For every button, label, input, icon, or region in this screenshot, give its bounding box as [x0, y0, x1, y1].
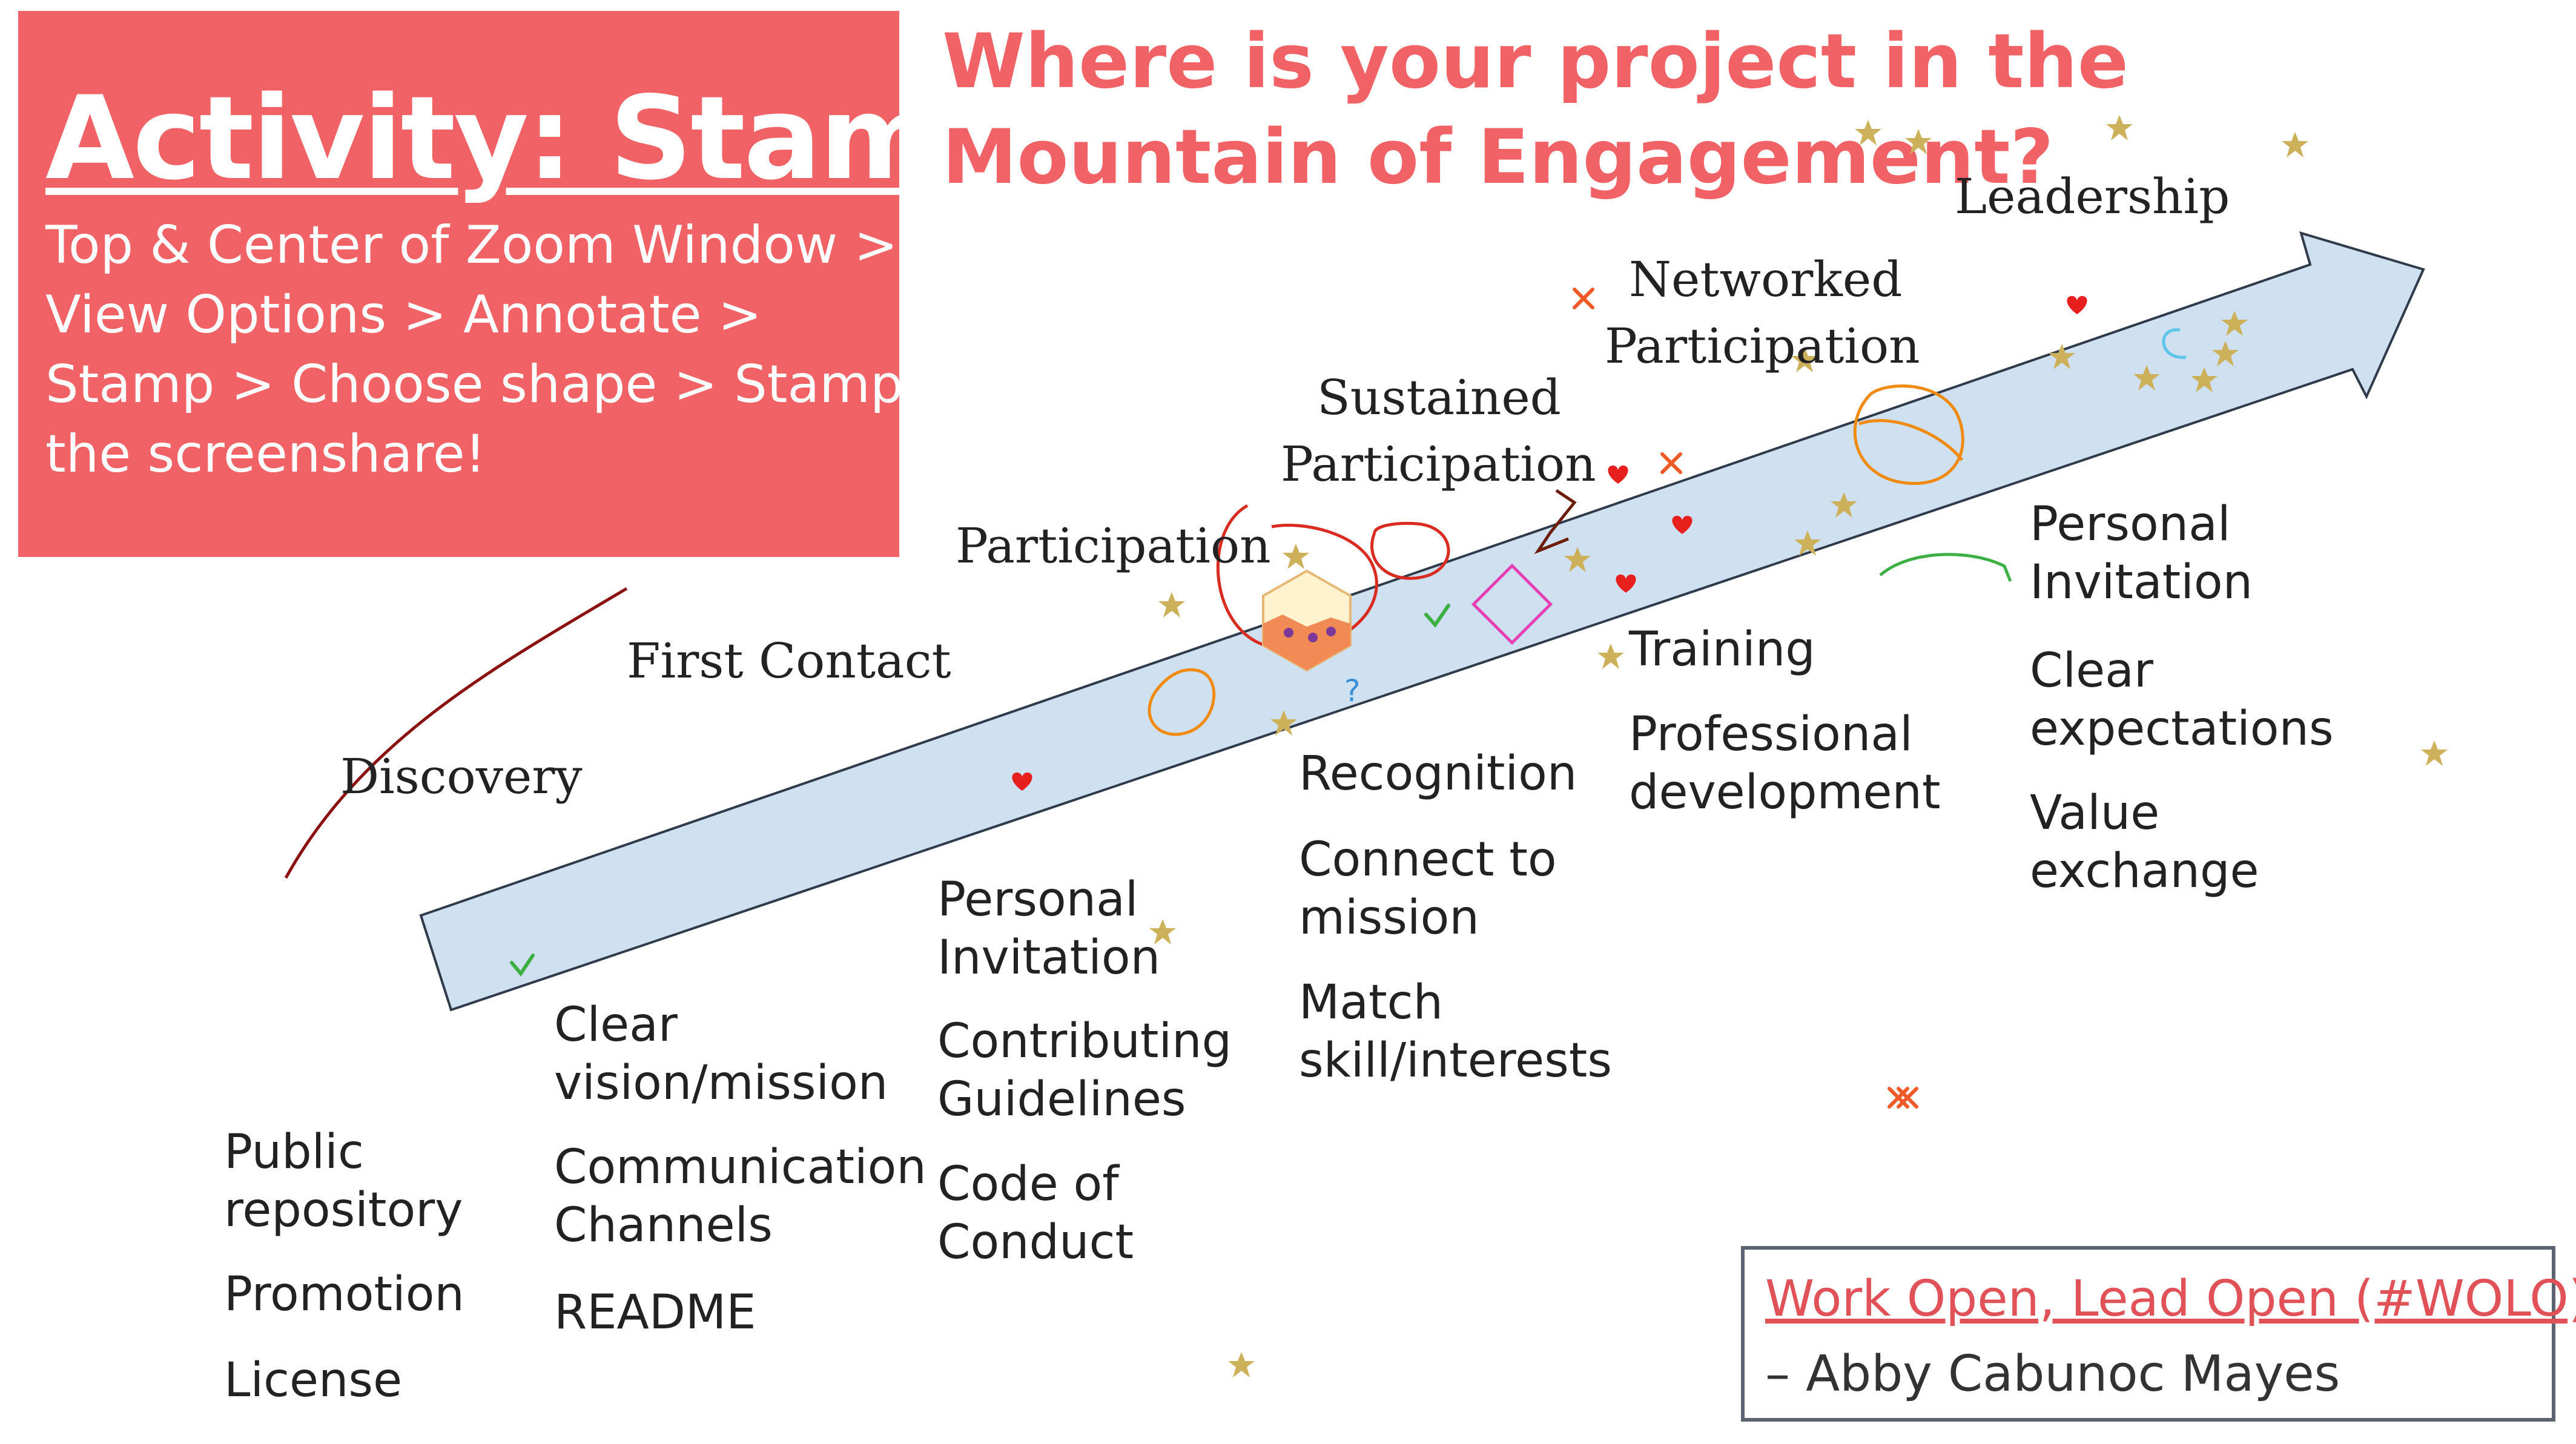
discovery-item: Public repository — [224, 1125, 463, 1238]
quote-author: – Abby Cabunoc Mayes — [1765, 1345, 2340, 1403]
heart-stamps — [1012, 295, 2087, 791]
star-stamp — [1831, 492, 1857, 518]
activity-instruction-line: the screenshare! — [45, 424, 486, 484]
participation-item: Contributing Guidelines — [937, 1014, 1232, 1127]
activity-title: Activity: Stamp — [45, 71, 1020, 205]
networked-item: Training — [1629, 622, 1815, 677]
star-stamps — [1149, 115, 2448, 1377]
star-stamp — [1270, 710, 1297, 736]
star-stamp — [2133, 365, 2160, 391]
star-stamp — [1228, 1352, 1255, 1377]
cross-stamp — [1573, 288, 1594, 309]
heart-stamp — [2067, 295, 2087, 314]
stage-label-discovery: Discovery — [340, 748, 583, 805]
annotation-blob-orange — [1853, 384, 1964, 485]
discovery-item: License — [224, 1353, 403, 1408]
activity-instruction-line: Stamp > Choose shape > Stamp — [45, 354, 903, 415]
check-stamp — [1424, 604, 1450, 628]
star-stamp — [1149, 919, 1176, 945]
star-stamp — [2421, 740, 2448, 766]
star-stamp — [2212, 341, 2239, 366]
sustained-item: Recognition — [1299, 747, 1577, 801]
stage-label-networked-line-2: Participation — [1605, 318, 1920, 374]
annotation-blob-orange — [1148, 668, 1216, 736]
quote-link[interactable]: Work Open, Lead Open (#WOLO) — [1765, 1270, 2576, 1328]
heart-stamp — [1012, 772, 1032, 791]
star-stamp — [2282, 132, 2308, 157]
heart-stamp — [1616, 574, 1636, 593]
star-stamp — [2221, 311, 2248, 336]
first-contact-item: Communication Channels — [554, 1140, 926, 1253]
first-contact-item: Clear vision/mission — [554, 998, 888, 1110]
star-stamp — [2191, 367, 2218, 392]
heart-stamp — [1672, 515, 1693, 534]
discovery-item: Promotion — [224, 1267, 464, 1322]
leadership-item: Personal Invitation — [2030, 497, 2253, 610]
participation-item: Code of Conduct — [937, 1157, 1134, 1270]
first-contact-item: README — [554, 1285, 756, 1340]
activity-instruction-line: View Options > Annotate > — [45, 285, 762, 345]
annotation-diamond-pink — [1471, 563, 1553, 645]
stage-label-sustained-line-1: Sustained — [1317, 369, 1561, 426]
leadership-item: Clear expectations — [2030, 644, 2334, 756]
cross-stamp — [1887, 1087, 1909, 1109]
stage-label-networked-line-1: Networked — [1629, 251, 1903, 308]
slide-heading-line-1: Where is your project in the — [942, 18, 2129, 105]
star-stamp — [1855, 120, 1881, 145]
check-stamp — [510, 954, 535, 977]
annotation-slash — [284, 587, 628, 879]
annotation-scribble-blue — [2162, 328, 2187, 359]
activity-instruction-line: Top & Center of Zoom Window > — [45, 215, 898, 275]
cross-stamp — [1660, 452, 1682, 474]
star-stamp — [2106, 115, 2133, 140]
cross-stamp — [1897, 1087, 1918, 1109]
annotation-scribble-green — [1879, 553, 2012, 582]
star-stamp — [1905, 129, 1932, 154]
stage-label-participation: Participation — [956, 518, 1271, 574]
question-mark-stamp: ? — [1344, 673, 1361, 708]
star-stamp — [2049, 344, 2075, 369]
check-stamps — [510, 604, 1450, 977]
stage-label-first-contact: First Contact — [627, 633, 951, 689]
stage-label-sustained-line-2: Participation — [1281, 436, 1596, 492]
openscapes-logo-stamp — [1262, 569, 1352, 672]
networked-item: Professional development — [1629, 707, 1941, 820]
annotation-scribble-orange — [1858, 419, 1963, 461]
heart-stamp — [1608, 465, 1628, 484]
annotation-scribble-brown — [1534, 489, 1577, 555]
participation-item: Personal Invitation — [937, 872, 1161, 985]
star-stamp — [1597, 644, 1624, 669]
leadership-item: Value exchange — [2030, 786, 2259, 898]
star-stamp — [1794, 530, 1821, 556]
star-stamp — [1564, 547, 1591, 572]
star-stamp — [1791, 347, 1818, 372]
sustained-item: Connect to mission — [1299, 832, 1557, 945]
annotation-circle-red — [1370, 521, 1450, 580]
star-stamp — [1158, 592, 1185, 618]
star-stamp — [1283, 544, 1309, 569]
quote-box — [1741, 1246, 2555, 1422]
activity-panel — [18, 11, 899, 557]
engagement-arrow — [419, 231, 2425, 1012]
sustained-item: Match skill/interests — [1299, 975, 1612, 1088]
stage-label-leadership: Leadership — [1955, 168, 2230, 225]
cross-stamps — [1573, 288, 1918, 1109]
